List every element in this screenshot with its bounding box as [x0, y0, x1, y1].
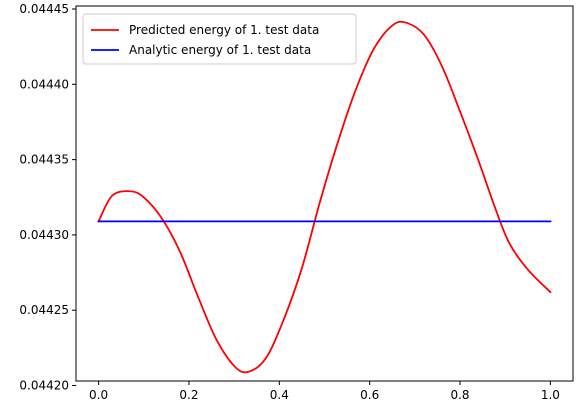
x-tick-label: 0.2	[179, 388, 198, 402]
y-tick-label: 0.04425	[19, 303, 69, 317]
legend-label-predicted: Predicted energy of 1. test data	[129, 23, 319, 37]
y-tick-label: 0.04440	[19, 77, 69, 91]
y-tick-label: 0.04445	[19, 2, 69, 16]
x-tick-label: 0.4	[270, 388, 289, 402]
x-tick-label: 1.0	[541, 388, 560, 402]
y-tick-label: 0.04420	[19, 379, 69, 393]
y-tick-label: 0.04435	[19, 153, 69, 167]
y-axis: 0.04420 0.04425 0.04430 0.04435 0.04440 0.044…	[19, 2, 76, 393]
x-tick-label: 0.8	[450, 388, 469, 402]
series-line-predicted	[97, 20, 552, 374]
x-axis: 0.0 0.2 0.4 0.6 0.8 1.0	[89, 381, 560, 402]
legend-box	[82, 13, 357, 65]
series-layer	[97, 20, 552, 374]
legend: Predicted energy of 1. test data Analyti…	[82, 13, 357, 65]
legend-label-analytic: Analytic energy of 1. test data	[129, 43, 311, 57]
x-tick-label: 0.6	[360, 388, 379, 402]
y-tick-label: 0.04430	[19, 228, 69, 242]
plot-frame	[75, 5, 574, 382]
x-tick-label: 0.0	[89, 388, 108, 402]
